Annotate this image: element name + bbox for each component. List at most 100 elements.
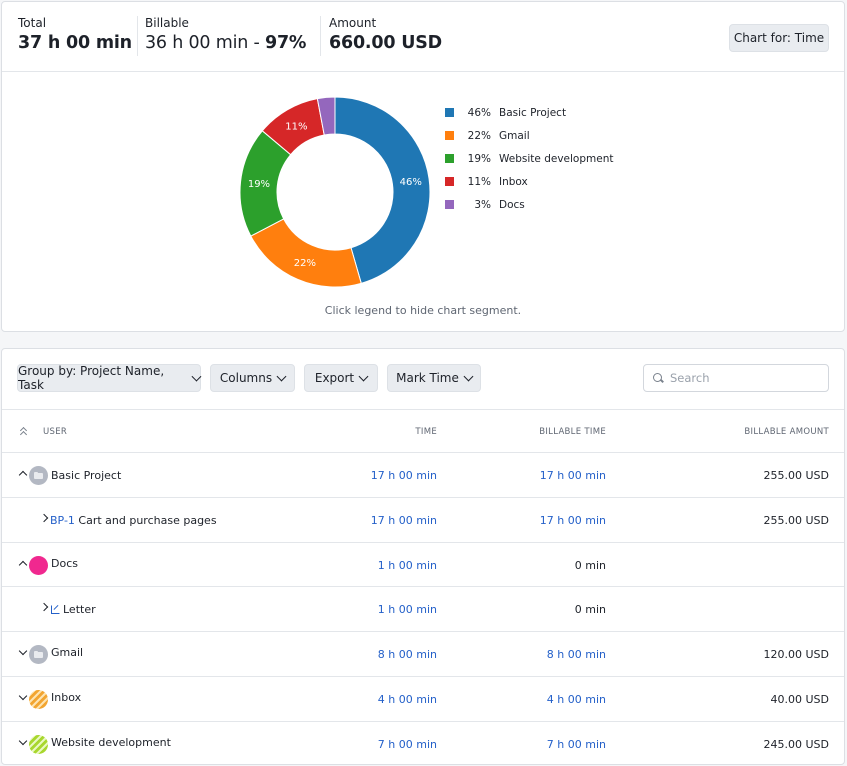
billable-stat: Billable 36 h 00 min - 97% (145, 16, 306, 53)
row-amount: 120.00 USD (763, 648, 830, 661)
chart-hint: Click legend to hide chart segment. (324, 304, 522, 317)
row-amount: 40.00 USD (770, 693, 830, 706)
summary-bar: Total 37 h 00 min Billable 36 h 00 min -… (2, 2, 844, 72)
table-header: USER TIME BILLABLE TIME BILLABLE AMOUNT (2, 409, 844, 452)
project-color-icon (29, 690, 48, 709)
legend-percent: 22% (467, 129, 491, 142)
task-code-link[interactable]: BP-1 (50, 514, 75, 527)
legend-swatch (445, 154, 454, 163)
amount-label: Amount (329, 16, 377, 30)
table-row[interactable]: BP-1 Cart and purchase pages 17 h 00 min… (2, 497, 844, 542)
chevron-up-icon[interactable] (17, 557, 29, 569)
group-by-label: Group by: Project Name, Task (18, 364, 165, 392)
search-box[interactable] (643, 364, 829, 392)
donut-slice-gmail[interactable] (250, 218, 362, 288)
search-input[interactable] (670, 371, 820, 385)
folder-icon (29, 466, 48, 485)
row-amount: 255.00 USD (763, 469, 830, 482)
header-user[interactable]: USER (43, 427, 68, 437)
total-label: Total (18, 16, 47, 30)
row-billable-time[interactable]: 17 h 00 min (539, 469, 606, 482)
row-time[interactable]: 4 h 00 min (377, 693, 437, 706)
legend-item-basic-project[interactable]: 46% Basic Project (445, 101, 613, 124)
billable-separator: - (248, 33, 265, 53)
row-amount: 255.00 USD (763, 514, 830, 527)
chevron-down-icon[interactable] (17, 736, 29, 748)
legend-percent: 11% (467, 175, 491, 188)
legend-percent: 19% (467, 152, 491, 165)
amount-value: 660.00 USD (329, 33, 442, 53)
columns-button[interactable]: Columns (210, 364, 295, 392)
header-time[interactable]: TIME (415, 427, 437, 437)
row-name: Docs (51, 557, 78, 570)
legend-item-docs[interactable]: 3% Docs (445, 193, 613, 216)
collapse-all-icon[interactable] (19, 427, 29, 437)
header-billable-amount[interactable]: BILLABLE AMOUNT (744, 427, 829, 437)
row-name: Basic Project (51, 469, 122, 482)
legend-item-gmail[interactable]: 22% Gmail (445, 124, 613, 147)
table-row[interactable]: Gmail 8 h 00 min 8 h 00 min 120.00 USD (2, 631, 844, 676)
donut-slice-docs[interactable] (316, 96, 336, 136)
chart-for-button[interactable]: Chart for: Time (729, 24, 829, 52)
report-table-card: Group by: Project Name, Task Columns Exp… (1, 348, 845, 765)
row-time[interactable]: 8 h 00 min (377, 648, 437, 661)
chevron-down-icon[interactable] (17, 646, 29, 658)
row-billable-time: 0 min (574, 559, 606, 572)
chevron-down-icon (358, 371, 369, 381)
folder-icon (29, 645, 48, 664)
slice-label: 19% (248, 179, 270, 190)
billable-label: Billable (145, 16, 189, 30)
export-label: Export (314, 371, 355, 385)
legend-label: Docs (499, 198, 525, 211)
summary-card: Total 37 h 00 min Billable 36 h 00 min -… (1, 1, 845, 332)
table-row[interactable]: Letter 1 h 00 min 0 min (2, 586, 844, 631)
legend-swatch (445, 200, 454, 209)
row-billable-time[interactable]: 17 h 00 min (539, 514, 606, 527)
group-by-button[interactable]: Group by: Project Name, Task (17, 364, 202, 392)
legend-item-inbox[interactable]: 11% Inbox (445, 170, 613, 193)
table-row[interactable]: Docs 1 h 00 min 0 min (2, 542, 844, 587)
row-time[interactable]: 17 h 00 min (370, 469, 437, 482)
legend-label: Basic Project (499, 106, 567, 119)
chevron-down-icon (276, 371, 287, 381)
export-button[interactable]: Export (304, 364, 378, 392)
billable-value: 36 h 00 min (145, 33, 249, 53)
row-name: Gmail (51, 646, 84, 659)
external-link-icon[interactable] (51, 603, 61, 614)
row-name: Website development (51, 736, 171, 749)
row-billable-time[interactable]: 8 h 00 min (546, 648, 606, 661)
legend-swatch (445, 108, 454, 117)
mark-time-label: Mark Time (396, 371, 459, 385)
row-billable-time: 0 min (574, 603, 606, 616)
table-row[interactable]: Inbox 4 h 00 min 4 h 00 min 40.00 USD (2, 676, 844, 721)
donut-chart: 46% 22% 19% 11% (239, 96, 431, 288)
row-amount: 245.00 USD (763, 738, 830, 751)
search-icon (653, 373, 663, 383)
chevron-down-icon (463, 371, 474, 381)
row-name: Inbox (51, 691, 82, 704)
chevron-down-icon[interactable] (17, 691, 29, 703)
slice-label: 46% (400, 177, 422, 188)
row-time[interactable]: 7 h 00 min (377, 738, 437, 751)
legend-percent: 46% (467, 106, 491, 119)
legend-swatch (445, 131, 454, 140)
legend-swatch (445, 177, 454, 186)
chevron-down-icon (191, 371, 202, 381)
row-time[interactable]: 1 h 00 min (377, 559, 437, 572)
row-billable-time[interactable]: 4 h 00 min (546, 693, 606, 706)
amount-stat: Amount 660.00 USD (329, 16, 442, 53)
row-time[interactable]: 1 h 00 min (377, 603, 437, 616)
row-billable-time[interactable]: 7 h 00 min (546, 738, 606, 751)
legend-item-website-development[interactable]: 19% Website development (445, 147, 613, 170)
slice-label: 11% (285, 121, 307, 132)
mark-time-button[interactable]: Mark Time (387, 364, 481, 392)
row-time[interactable]: 17 h 00 min (370, 514, 437, 527)
project-color-icon (29, 556, 48, 575)
header-billable-time[interactable]: BILLABLE TIME (539, 427, 606, 437)
legend-label: Gmail (499, 129, 530, 142)
project-color-icon (29, 735, 48, 754)
chevron-up-icon[interactable] (17, 467, 29, 479)
donut-slice-basic-project[interactable] (334, 96, 431, 284)
table-row[interactable]: Basic Project 17 h 00 min 17 h 00 min 25… (2, 452, 844, 497)
table-row[interactable]: Website development 7 h 00 min 7 h 00 mi… (2, 721, 844, 766)
